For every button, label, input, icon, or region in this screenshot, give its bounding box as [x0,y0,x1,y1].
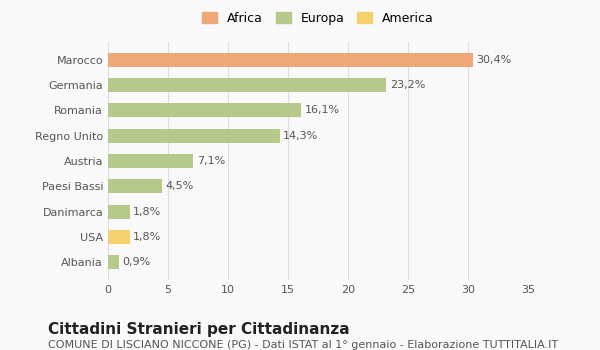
Legend: Africa, Europa, America: Africa, Europa, America [196,5,440,31]
Text: 0,9%: 0,9% [122,257,151,267]
Bar [108,78,386,92]
Text: 1,8%: 1,8% [133,206,161,217]
Text: COMUNE DI LISCIANO NICCONE (PG) - Dati ISTAT al 1° gennaio - Elaborazione TUTTIT: COMUNE DI LISCIANO NICCONE (PG) - Dati I… [48,340,558,350]
Text: 16,1%: 16,1% [305,105,340,116]
Bar [108,154,193,168]
Text: 23,2%: 23,2% [390,80,425,90]
Bar [108,179,162,193]
Text: 14,3%: 14,3% [283,131,319,141]
Bar [108,53,473,67]
Bar [108,255,119,269]
Text: 1,8%: 1,8% [133,232,161,242]
Bar [108,205,130,218]
Text: 4,5%: 4,5% [166,181,194,191]
Text: 7,1%: 7,1% [197,156,225,166]
Bar [108,129,280,143]
Bar [108,230,130,244]
Bar [108,104,301,117]
Text: 30,4%: 30,4% [476,55,512,65]
Text: Cittadini Stranieri per Cittadinanza: Cittadini Stranieri per Cittadinanza [48,322,350,337]
